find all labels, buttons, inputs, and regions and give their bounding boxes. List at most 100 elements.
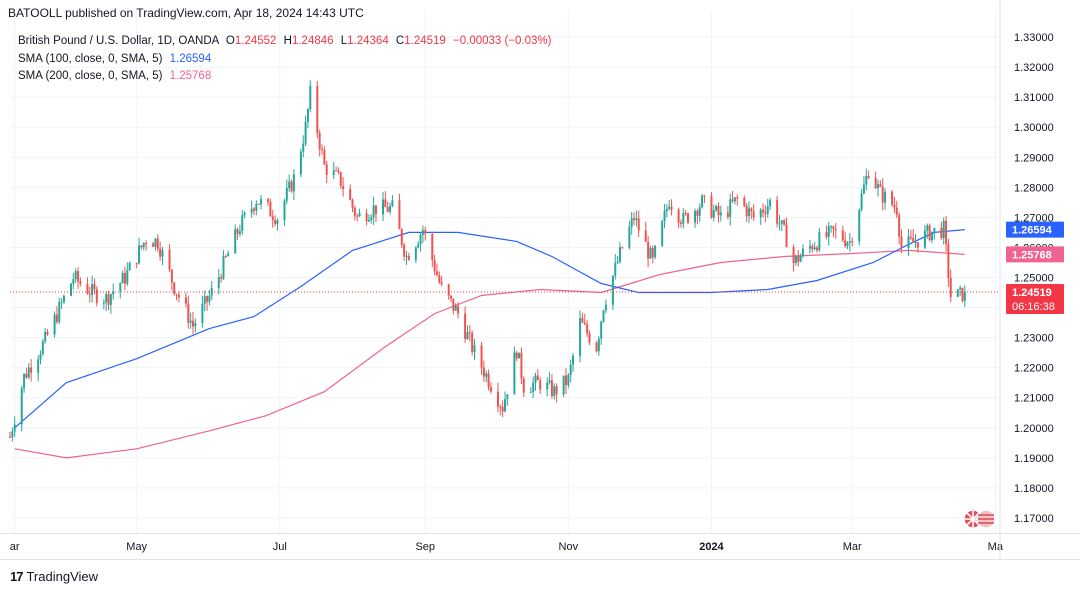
candle-body (825, 232, 828, 237)
candle-up (529, 387, 532, 393)
candle-body (729, 199, 732, 217)
candle-up (694, 208, 697, 228)
candle-body (69, 283, 72, 296)
candle-body (895, 207, 898, 215)
candle-down (696, 208, 699, 225)
candle-body (785, 224, 788, 248)
candle-body (135, 262, 138, 264)
candle-body (220, 277, 223, 279)
candle-body (86, 284, 89, 294)
candle-down (555, 383, 558, 403)
candle-up (654, 245, 657, 260)
candle-body (928, 225, 931, 241)
candle-body (769, 200, 772, 207)
candle-body (731, 199, 734, 202)
candle-down (851, 237, 854, 247)
x-tick-label: Mar (843, 541, 862, 553)
candle-down (95, 286, 98, 307)
candle-up (818, 228, 821, 252)
candle-body (227, 253, 230, 257)
last-price-badge-value: 1.24519 (1012, 287, 1052, 299)
candle-down (867, 170, 870, 180)
candle-body (386, 207, 389, 212)
candle-body (736, 197, 739, 199)
candle-up (661, 219, 664, 247)
candle-down (257, 203, 260, 205)
candle-down (79, 277, 82, 287)
candle-body (208, 295, 211, 302)
candle-up (203, 290, 206, 312)
candle-down (961, 287, 964, 303)
y-tick-label: 1.19000 (1014, 453, 1054, 465)
candle-body (109, 294, 112, 305)
candle-body (191, 320, 194, 327)
candle-down (398, 193, 401, 230)
candle-up (942, 217, 945, 245)
y-tick-label: 1.33000 (1014, 32, 1054, 44)
candle-body (548, 380, 551, 383)
candle-body (764, 212, 767, 214)
candle-body (569, 364, 572, 376)
candle-body (668, 206, 671, 209)
candle-down (752, 204, 755, 222)
candle-body (618, 247, 621, 262)
candle-body (816, 247, 819, 251)
candle-body (13, 424, 16, 432)
candle-body (112, 291, 115, 295)
candle-down (88, 286, 91, 303)
candle-up (250, 200, 253, 218)
candle-down (93, 278, 96, 295)
candle-up (794, 254, 797, 266)
candle-body (53, 314, 56, 335)
candle-body (189, 320, 192, 323)
candle-down (764, 205, 767, 223)
candle-up (69, 282, 72, 297)
candle-down (750, 207, 753, 220)
candle-body (257, 203, 260, 205)
candle-down (440, 275, 443, 287)
candle-body (485, 373, 488, 377)
candle-down (438, 271, 441, 285)
candle-up (283, 198, 286, 226)
candle-body (616, 261, 619, 263)
candle-up (304, 115, 307, 147)
candle-body (696, 210, 699, 216)
candle-up (959, 285, 962, 297)
candle-body (621, 247, 624, 249)
candle-body (41, 341, 44, 355)
candle-down (745, 203, 748, 222)
candle-down (480, 341, 483, 375)
candle-body (841, 230, 844, 241)
candle-body (365, 213, 368, 222)
candle-body (236, 229, 239, 234)
candle-body (546, 382, 549, 390)
candle-up (405, 251, 408, 265)
candle-down (457, 302, 460, 319)
candle-body (123, 272, 126, 284)
candle-body (250, 208, 253, 213)
last-price-badge: 1.24519 06:16:38 (1006, 283, 1064, 314)
candle-body (241, 215, 244, 232)
candle-body (177, 294, 180, 298)
candle-down (468, 325, 471, 342)
candle-up (579, 310, 582, 363)
candle-body (309, 85, 312, 110)
candle-up (285, 179, 288, 205)
candle-up (630, 211, 633, 235)
candle-up (238, 224, 241, 237)
candle-down (342, 177, 345, 197)
candle-down (55, 306, 58, 325)
candle-body (206, 296, 209, 302)
symbol-name: British Pound / U.S. Dollar, 1D, OANDA (18, 35, 219, 47)
candle-body (156, 238, 159, 249)
candle-body (79, 281, 82, 285)
candle-down (588, 330, 591, 345)
candle-body (679, 222, 682, 224)
tradingview-logo[interactable]: 17 TradingView (10, 569, 98, 584)
candle-body (860, 193, 863, 210)
candle-down (159, 241, 162, 261)
candle-up (23, 373, 26, 393)
candle-down (710, 191, 713, 219)
candle-body (604, 304, 607, 311)
